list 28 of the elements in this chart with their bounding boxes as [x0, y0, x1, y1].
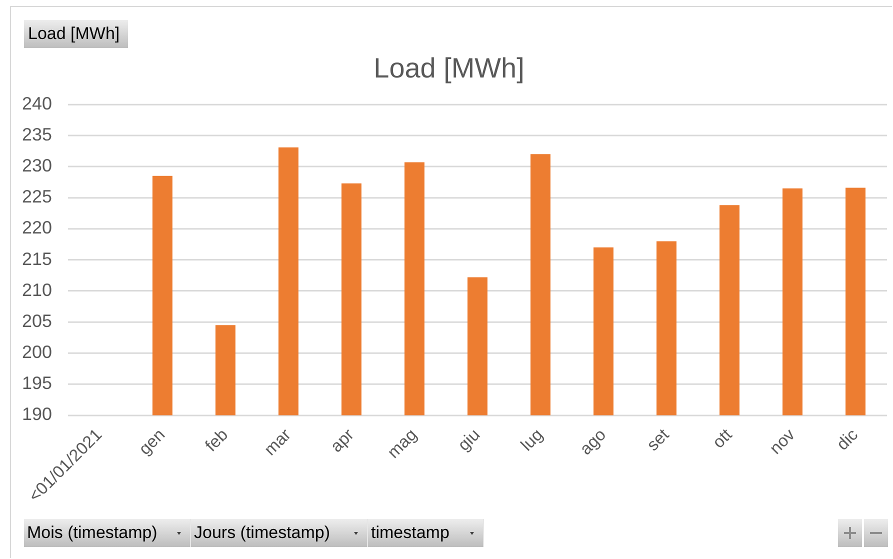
- x-tick-label: ago: [576, 425, 610, 459]
- y-tick-label: 205: [22, 310, 52, 331]
- y-tick-label: 230: [22, 156, 52, 176]
- x-tick-label: ott: [708, 424, 736, 452]
- y-tick-label: 190: [22, 404, 52, 424]
- y-tick-label: 235: [22, 124, 52, 144]
- x-tick-label: gen: [135, 425, 169, 459]
- field-button: Load [MWh]: [24, 20, 128, 48]
- y-tick-label: 220: [22, 218, 52, 238]
- x-tick-label: lug: [517, 425, 547, 455]
- y-tick-label: 200: [22, 342, 52, 362]
- y-tick-label: 225: [22, 186, 52, 207]
- x-tick-label: apr: [326, 424, 358, 456]
- x-tick-label: feb: [201, 425, 232, 456]
- dropdown-button: Jours (timestamp): [191, 519, 368, 547]
- x-tick-label: giu: [454, 425, 484, 455]
- y-tick-label: 195: [22, 373, 52, 394]
- y-tick-label: 210: [22, 280, 52, 300]
- dropdown-button: Mois (timestamp): [24, 519, 191, 547]
- dropdown-button: timestamp: [368, 519, 484, 547]
- x-tick-label: mar: [260, 424, 295, 460]
- y-tick-label: 215: [22, 248, 52, 269]
- x-tick-label: dic: [832, 424, 862, 454]
- x-tick-label: set: [643, 424, 673, 455]
- y-tick-label: 240: [22, 93, 52, 114]
- x-tick-label: mag: [384, 425, 421, 462]
- chart-title: Load [MWh]: [374, 52, 524, 84]
- x-tick-label: nov: [766, 424, 799, 458]
